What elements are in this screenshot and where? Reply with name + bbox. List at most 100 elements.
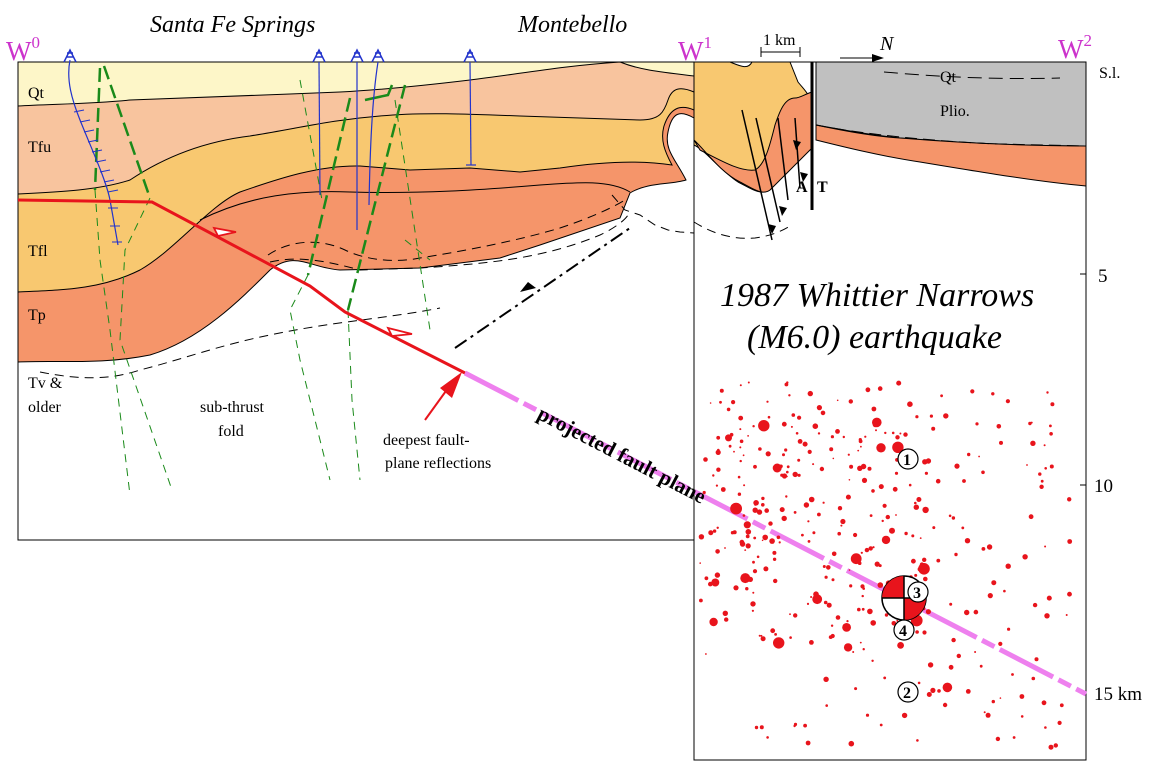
plio-base-dashed (815, 124, 1087, 147)
aftershock-dot (816, 405, 823, 411)
depth-15: 15 km (1094, 684, 1142, 705)
slip-arrowhead (520, 282, 536, 292)
aftershock-dot (728, 444, 732, 448)
aftershock-dot (716, 526, 719, 529)
aftershock-dot (1044, 726, 1047, 729)
aftershock-dot (745, 529, 752, 535)
aftershock-dot (919, 562, 925, 567)
aftershock-dot (975, 422, 979, 426)
aftershock-dot (872, 422, 878, 428)
aftershock-dot (913, 504, 919, 510)
aftershock-dot (817, 432, 821, 435)
aftershock-dot (929, 414, 934, 418)
aftershock-dot (831, 578, 835, 582)
aftershock-dot (965, 689, 971, 694)
aftershock-dot (878, 484, 884, 490)
aftershock-dot (797, 415, 802, 420)
unit-qt: Qt (28, 85, 45, 102)
aftershock-dot (807, 520, 810, 523)
aftershock-dot (813, 591, 819, 597)
aftershock-dot (1030, 421, 1033, 424)
aftershock-dot (895, 514, 897, 516)
tv-contact (39, 307, 441, 379)
aftershock-dot (983, 711, 986, 714)
aftershock-dot (772, 557, 777, 561)
aftershock-dot (724, 617, 729, 622)
aftershock-dot (948, 514, 952, 518)
aftershock-dot (970, 389, 975, 394)
aftershock-dot (864, 435, 867, 438)
aftershock-dot (1044, 545, 1047, 548)
aftershock-dot (824, 575, 828, 579)
w1-fault-arrows (768, 140, 808, 234)
aftershock-dot (807, 449, 812, 454)
aftershock-dot (1034, 657, 1039, 662)
well-2 (318, 61, 321, 196)
aftershock-dot (896, 380, 902, 386)
aftershock-dot (835, 615, 841, 620)
aftershock-dot (962, 479, 966, 483)
aftershock-dot (922, 506, 929, 514)
aftershock-dot (974, 651, 977, 653)
aftershock-dot (867, 466, 872, 471)
aftershock-dot (764, 508, 769, 513)
unit-tfl: Tfl (28, 243, 48, 260)
aftershock-dot (790, 425, 793, 428)
aftershock-dot (832, 457, 835, 460)
unit-tv-line1: Tv & (28, 375, 63, 392)
aftershock-dot (705, 653, 707, 655)
aftershock-dot (926, 692, 932, 697)
aftershock-dot (857, 449, 860, 452)
aftershock-dot (826, 602, 832, 608)
aftershock-dot (739, 428, 742, 431)
aftershock-dot (1032, 602, 1038, 608)
aftershock-dot (1044, 467, 1047, 470)
aftershock-dot (860, 584, 865, 589)
aftershock-dot (860, 463, 867, 470)
aftershock-dot (763, 566, 769, 572)
aftershock-dot (753, 500, 759, 506)
aftershock-dot (785, 495, 788, 498)
aftershock-dot (819, 466, 825, 472)
aftershock-dot (789, 636, 792, 639)
aftershock-dot (848, 479, 851, 481)
aftershock-dot (860, 551, 863, 554)
aftershock-dot (951, 516, 956, 520)
aftershock-dot (943, 413, 949, 419)
aftershock-dot (739, 384, 742, 387)
aftershock-dot (761, 496, 765, 501)
aftershock-dot (733, 450, 735, 453)
aftershock-dot (792, 471, 798, 478)
aftershock-dot (877, 582, 884, 588)
aftershock-dot (758, 447, 762, 451)
depth-5: 5 (1098, 266, 1108, 287)
aftershock-dot (1067, 539, 1073, 544)
aftershock-dot (1049, 432, 1053, 436)
subthrust-contact-lower (269, 214, 629, 271)
aftershock-dot (874, 561, 880, 567)
aftershock-dot (956, 653, 961, 659)
aftershock-dot (791, 413, 796, 417)
aftershock-dot (1067, 591, 1072, 597)
deepest-label-2: plane reflections (385, 455, 491, 472)
aftershock-dot (1030, 440, 1036, 446)
aftershock-dot (1057, 720, 1062, 726)
aftershock-dot (916, 739, 919, 742)
aftershock-dot (948, 664, 954, 670)
aftershock-dot (991, 699, 995, 704)
aftershock-dot (991, 392, 995, 396)
aftershock-dot (806, 602, 810, 606)
aftershock-dot (865, 713, 870, 717)
aftershock-dot (1038, 472, 1042, 476)
aftershock-dot (848, 399, 853, 404)
aftershock-dot (822, 565, 826, 568)
aftershock-dot (744, 549, 747, 551)
aftershock-dot (915, 630, 919, 634)
aftershock-dot (739, 539, 745, 545)
aftershock-dot (797, 458, 801, 462)
aftershock-dot (850, 553, 862, 565)
projected-fault-plane (463, 370, 1088, 697)
aftershock-dot (766, 736, 769, 739)
deepest-label-1: deepest fault- (383, 432, 470, 449)
aftershock-dot (981, 470, 985, 475)
